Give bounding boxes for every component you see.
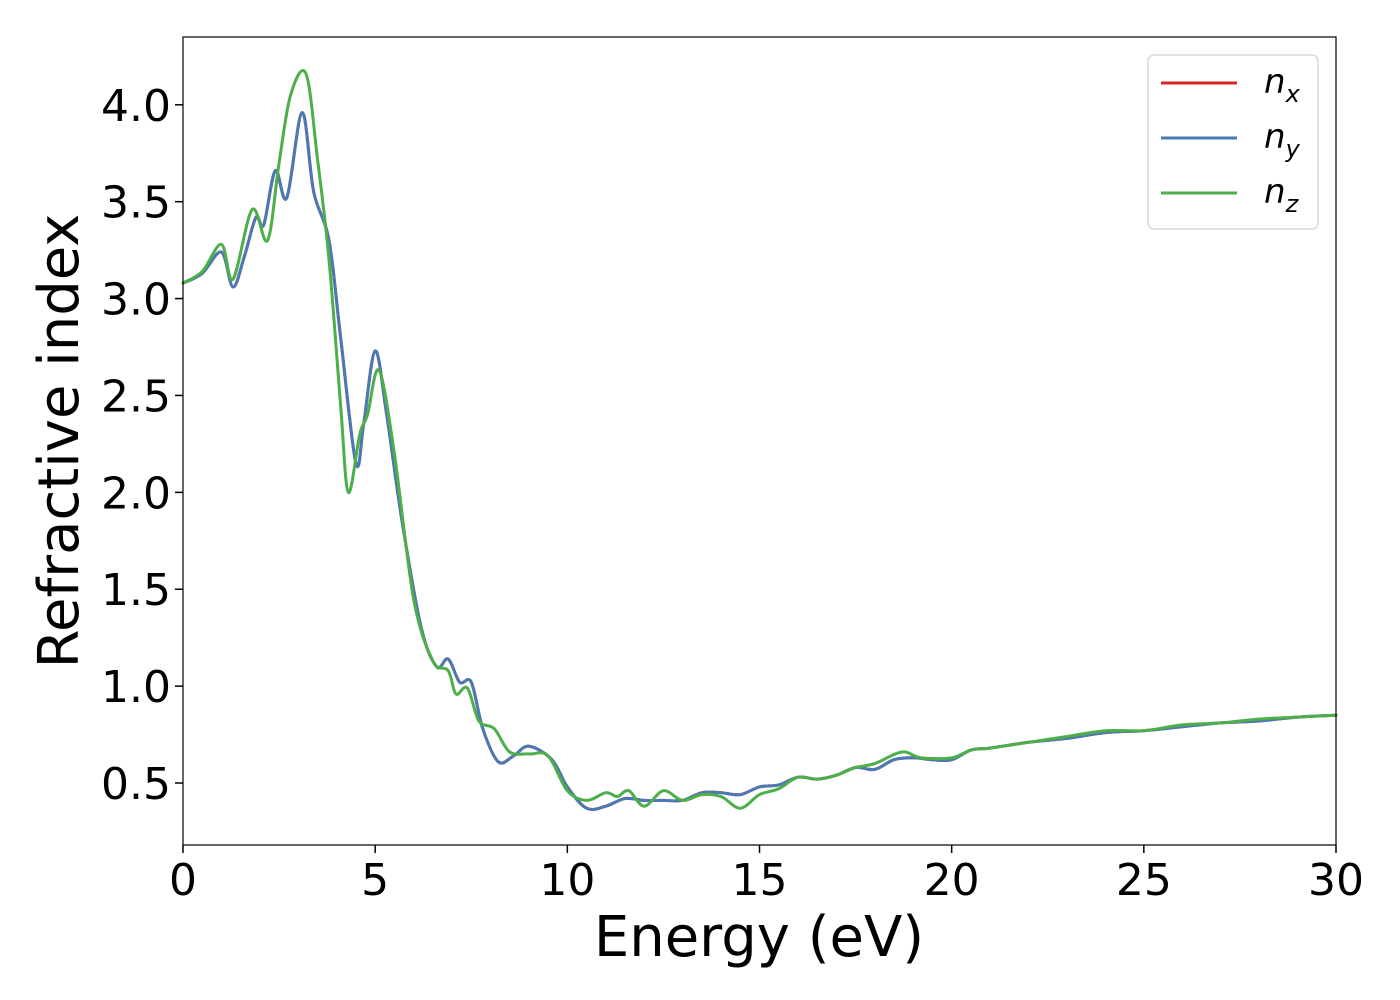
y-tick-label: 1.0 <box>101 662 171 713</box>
legend: nx ny nz <box>1147 54 1319 230</box>
x-tick-label: 25 <box>1116 855 1172 906</box>
x-tick-label: 5 <box>361 855 389 906</box>
y-tick-label: 3.5 <box>101 178 171 229</box>
y-tick-label: 4.0 <box>101 81 171 132</box>
y-axis-label: Refractive index <box>27 214 92 669</box>
y-tick-label: 2.0 <box>101 468 171 519</box>
legend-label-x: nx <box>1264 62 1301 108</box>
x-tick-label: 15 <box>732 855 788 906</box>
x-tick-label: 20 <box>924 855 980 906</box>
y-tick-label: 3.0 <box>101 275 171 326</box>
y-tick-label: 1.5 <box>101 565 171 616</box>
y-tick-label: 2.5 <box>101 371 171 422</box>
y-tick-label: 0.5 <box>101 759 171 810</box>
series-line-z <box>181 69 1338 810</box>
legend-box <box>1147 54 1319 230</box>
x-tick-label: 0 <box>169 855 197 906</box>
series-lines <box>181 69 1338 811</box>
x-tick-label: 10 <box>539 855 595 906</box>
legend-label-z: nz <box>1264 172 1300 218</box>
x-axis-label: Energy (eV) <box>594 905 924 970</box>
legend-label-y: ny <box>1264 117 1301 163</box>
y-axis-ticks: 0.5 1.0 1.5 2.0 2.5 3.0 3.5 4.0 <box>101 81 183 810</box>
x-tick-label: 30 <box>1308 855 1364 906</box>
x-axis-ticks: 0 5 10 15 20 25 30 <box>169 845 1364 906</box>
